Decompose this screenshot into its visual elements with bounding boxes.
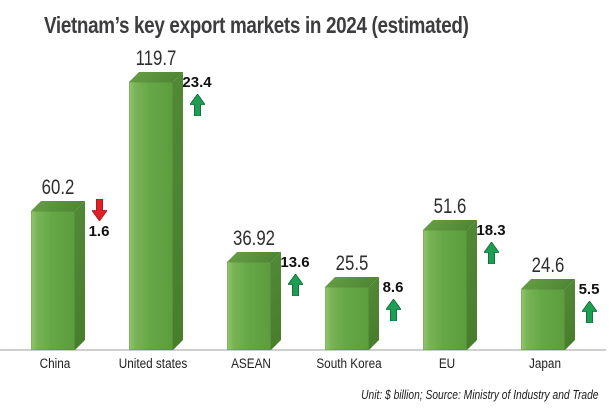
bar-value-label: 25.5 xyxy=(335,252,369,275)
change-arrow-up xyxy=(474,242,508,269)
arrow-up-icon xyxy=(287,274,303,296)
change-value-label: 13.6 xyxy=(280,254,310,271)
bar-side-face xyxy=(467,220,477,350)
bar-top-face xyxy=(31,201,85,211)
arrow-up-icon xyxy=(581,301,597,323)
arrow-down-icon xyxy=(91,199,107,221)
bar-top-face xyxy=(325,277,379,287)
bar-side-face xyxy=(271,252,281,350)
change-value-label: 23.4 xyxy=(182,74,212,91)
change-arrow-down xyxy=(82,199,116,226)
source-note: Unit: $ billion; Source: Ministry of Ind… xyxy=(360,388,598,402)
change-arrow-up xyxy=(376,299,410,326)
bar-front-face xyxy=(423,230,467,350)
bar-front-face xyxy=(325,287,369,350)
bar-side-face xyxy=(565,279,575,350)
x-axis-baseline xyxy=(0,349,606,351)
bar-top-face xyxy=(129,72,183,82)
category-label-united-states: United states xyxy=(118,356,188,371)
change-value-label: 1.6 xyxy=(88,223,110,240)
bar-value-label: 60.2 xyxy=(41,176,75,199)
arrow-up-icon xyxy=(483,242,499,264)
category-label-south-korea: South Korea xyxy=(316,356,382,371)
change-arrow-up xyxy=(572,301,606,328)
bar-top-face xyxy=(227,252,281,262)
bar-front-face xyxy=(521,289,565,350)
category-label-eu: EU xyxy=(438,356,456,371)
bar-front-face xyxy=(227,262,271,350)
bar-front-face xyxy=(31,211,75,350)
bar-top-face xyxy=(521,279,575,289)
bar-front-face xyxy=(129,82,173,350)
bar-side-face xyxy=(369,277,379,350)
bar-top-face xyxy=(423,220,477,230)
page-title: Vietnam’s key export markets in 2024 (es… xyxy=(44,12,469,38)
bar-side-face xyxy=(173,72,183,350)
change-value-label: 5.5 xyxy=(578,281,600,298)
change-value-label: 18.3 xyxy=(476,222,506,239)
bar-value-label: 24.6 xyxy=(531,254,565,277)
bar-value-label: 119.7 xyxy=(135,47,177,70)
arrow-up-icon xyxy=(385,299,401,321)
bar-value-label: 36.92 xyxy=(232,227,276,250)
bar-side-face xyxy=(75,201,85,350)
change-value-label: 8.6 xyxy=(382,279,404,296)
category-label-japan: Japan xyxy=(528,356,561,371)
change-arrow-up xyxy=(278,274,312,301)
bar-value-label: 51.6 xyxy=(433,195,467,218)
category-label-china: China xyxy=(39,356,71,371)
arrow-up-icon xyxy=(189,94,205,116)
category-label-asean: ASEAN xyxy=(231,356,271,371)
change-arrow-up xyxy=(180,94,214,121)
